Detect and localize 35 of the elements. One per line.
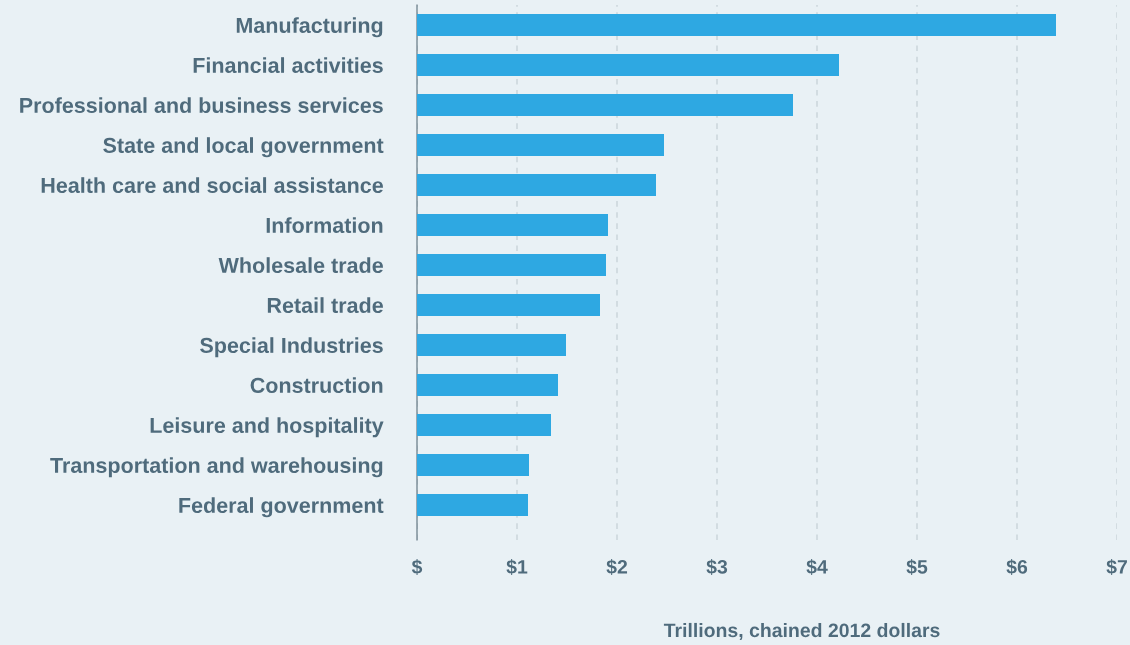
y-tick-label: Retail trade [267, 297, 383, 314]
y-tick-label: Wholesale trade [218, 257, 383, 274]
x-tick-label: $6 [1006, 559, 1028, 575]
y-tick-label: Construction [250, 377, 383, 394]
x-tick-label: $2 [606, 559, 628, 575]
x-tick-label: $ [411, 559, 423, 575]
bar [417, 294, 600, 316]
y-tick-label: Financial activities [193, 57, 383, 74]
bar [417, 14, 1056, 36]
x-tick-label: $5 [906, 559, 928, 575]
x-axis-title: Trillions, chained 2012 dollars [663, 622, 940, 641]
bar [417, 334, 566, 356]
x-tick-label: $4 [806, 559, 828, 575]
bar [417, 134, 664, 156]
bar [417, 494, 528, 516]
y-tick-label: Health care and social assistance [41, 177, 383, 194]
bar [417, 254, 606, 276]
y-tick-label: Transportation and warehousing [50, 457, 383, 478]
x-tick-label: $7 [1106, 559, 1127, 575]
bar [417, 374, 558, 396]
bar [417, 214, 608, 236]
bar [417, 414, 551, 436]
bar [417, 174, 656, 196]
y-tick-label: Manufacturing [236, 17, 383, 38]
bar [417, 54, 839, 76]
y-tick-label: Professional and business services [20, 97, 383, 114]
y-tick-label: Federal government [179, 497, 384, 518]
bar [417, 94, 793, 116]
y-tick-label: State and local government [103, 137, 384, 158]
x-tick-label: $1 [506, 559, 528, 575]
y-tick-label: Leisure and hospitality [150, 417, 384, 438]
x-tick-label: $3 [706, 559, 728, 575]
y-tick-label: Special Industries [200, 337, 383, 358]
y-tick-label: Information [266, 217, 383, 234]
bar [417, 454, 529, 476]
